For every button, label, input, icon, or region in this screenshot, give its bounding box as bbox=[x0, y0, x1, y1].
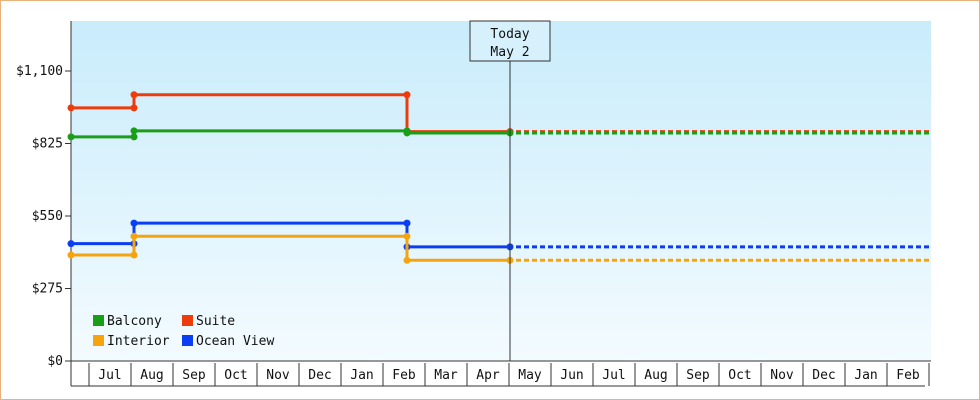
data-point bbox=[67, 133, 75, 141]
data-point bbox=[403, 232, 411, 240]
data-point bbox=[130, 219, 138, 227]
x-tick-label: Sep bbox=[182, 368, 206, 383]
legend-swatch bbox=[182, 315, 193, 326]
x-tick-label: Feb bbox=[896, 368, 920, 383]
plot-area bbox=[71, 21, 931, 361]
data-point bbox=[130, 104, 138, 112]
today-label: Today bbox=[490, 27, 529, 42]
y-tick-label: $275 bbox=[32, 282, 63, 297]
series-line bbox=[71, 234, 510, 262]
y-tick-label: $550 bbox=[32, 209, 63, 224]
data-point bbox=[130, 232, 138, 240]
today-date: May 2 bbox=[490, 45, 529, 60]
x-tick-label: Jan bbox=[350, 368, 373, 383]
data-point bbox=[403, 91, 411, 99]
series-balcony bbox=[67, 127, 931, 141]
data-point bbox=[67, 240, 75, 248]
x-tick-label: Jan bbox=[854, 368, 877, 383]
x-tick-label: Mar bbox=[434, 368, 458, 383]
x-tick-label: Jul bbox=[98, 368, 121, 383]
legend-swatch bbox=[182, 335, 193, 346]
data-point bbox=[67, 104, 75, 112]
x-tick-label: Sep bbox=[686, 368, 710, 383]
x-tick-label: Jul bbox=[602, 368, 625, 383]
x-tick-label: Apr bbox=[476, 368, 500, 383]
x-tick-label: Dec bbox=[308, 368, 331, 383]
x-tick-label: Aug bbox=[140, 368, 163, 383]
data-point bbox=[403, 129, 411, 137]
y-tick-label: $0 bbox=[47, 354, 63, 369]
legend-label: Suite bbox=[196, 314, 235, 329]
legend-item: Ocean View bbox=[182, 334, 274, 349]
series-line bbox=[71, 129, 510, 139]
series-line bbox=[71, 221, 510, 249]
legend-item: Interior bbox=[93, 334, 170, 349]
y-tick-label: $1,100 bbox=[16, 64, 63, 79]
x-axis: Jul Aug Sep Oct Nov Dec Jan Feb Mar Apr May Jun Jul A… bbox=[70, 360, 931, 387]
legend-item: Suite bbox=[182, 314, 235, 329]
x-tick-label: Dec bbox=[812, 368, 835, 383]
series-interior bbox=[67, 232, 931, 264]
x-tick-label: Nov bbox=[266, 368, 290, 383]
y-axis: $0 $275 $550 $825 $1,100 bbox=[16, 21, 72, 369]
legend-label: Balcony bbox=[107, 314, 162, 329]
legend-swatch bbox=[93, 315, 104, 326]
data-point bbox=[130, 127, 138, 135]
x-tick-label: Nov bbox=[770, 368, 794, 383]
x-tick-label: Oct bbox=[728, 368, 751, 383]
legend-label: Interior bbox=[107, 334, 170, 349]
data-point bbox=[403, 256, 411, 264]
y-tick-label: $825 bbox=[32, 137, 63, 152]
series-lines bbox=[67, 91, 931, 264]
x-tick-label: Feb bbox=[392, 368, 416, 383]
data-point bbox=[130, 91, 138, 99]
data-point bbox=[130, 251, 138, 259]
x-tick-label: May bbox=[518, 368, 542, 383]
x-tick-label: Aug bbox=[644, 368, 667, 383]
legend-swatch bbox=[93, 335, 104, 346]
legend: Balcony Suite Interior Ocean View bbox=[93, 314, 274, 349]
today-box bbox=[469, 20, 551, 62]
legend-item: Balcony bbox=[93, 314, 162, 329]
legend-label: Ocean View bbox=[196, 334, 274, 349]
x-tick-label: Oct bbox=[224, 368, 247, 383]
data-point bbox=[403, 219, 411, 227]
data-point bbox=[130, 133, 138, 141]
today-marker: Today May 2 bbox=[469, 20, 551, 361]
data-point bbox=[67, 251, 75, 259]
x-tick-label: Jun bbox=[560, 368, 583, 383]
